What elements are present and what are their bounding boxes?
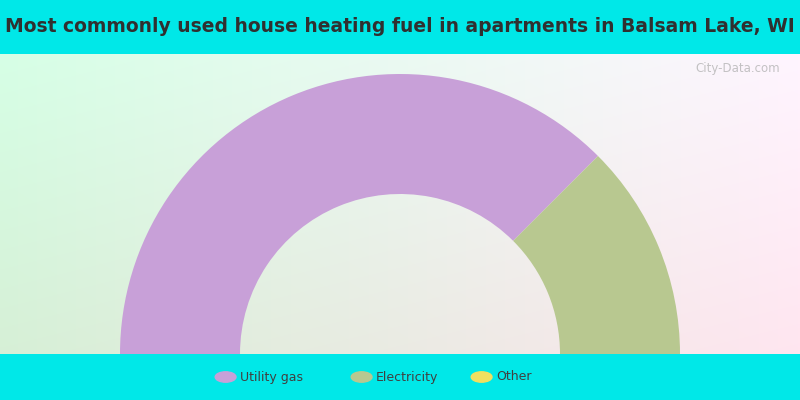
Circle shape xyxy=(471,372,492,382)
Bar xyxy=(0,354,800,400)
Circle shape xyxy=(351,372,372,382)
Wedge shape xyxy=(120,74,598,354)
Text: Other: Other xyxy=(496,370,531,384)
Text: Utility gas: Utility gas xyxy=(240,370,303,384)
Text: Most commonly used house heating fuel in apartments in Balsam Lake, WI: Most commonly used house heating fuel in… xyxy=(5,18,795,36)
Wedge shape xyxy=(513,156,680,354)
Circle shape xyxy=(215,372,236,382)
Bar xyxy=(0,0,800,54)
Text: Electricity: Electricity xyxy=(376,370,438,384)
Text: City-Data.com: City-Data.com xyxy=(695,62,780,75)
